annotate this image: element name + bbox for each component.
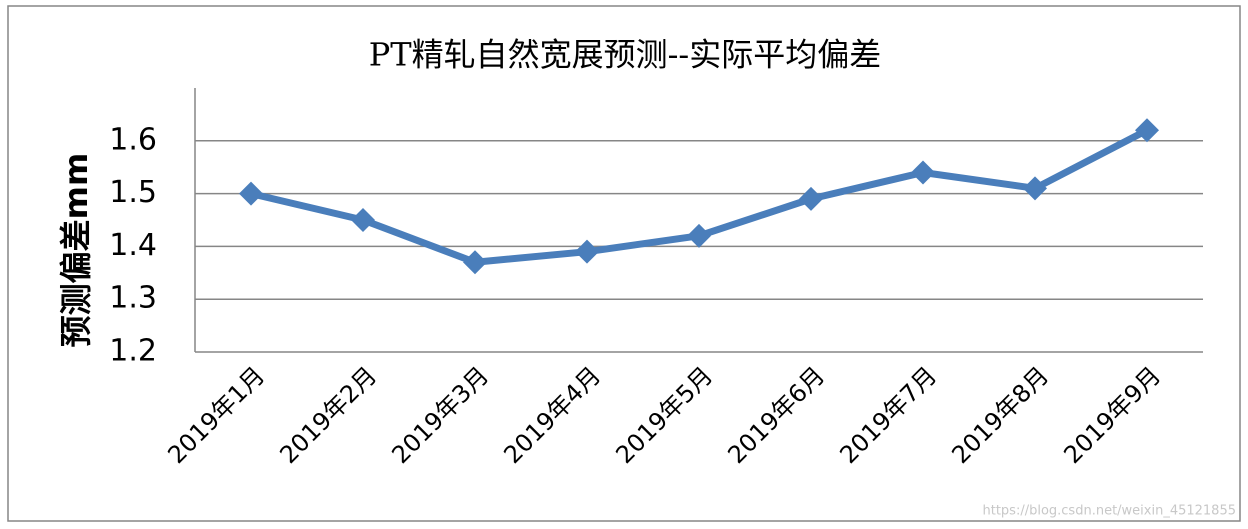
y-tick-label: 1.4 [109, 228, 157, 263]
data-point [1135, 118, 1159, 143]
data-point [463, 250, 487, 275]
y-tick-label: 1.3 [109, 281, 157, 316]
data-point [239, 181, 263, 206]
data-point [911, 160, 935, 185]
y-axis-label: 预测偏差mm [57, 153, 95, 348]
data-point [799, 186, 823, 211]
y-tick-label: 1.2 [109, 334, 157, 369]
watermark: https://blog.csdn.net/weixin_45121855 [982, 504, 1236, 519]
data-point [575, 239, 599, 264]
data-point [351, 208, 375, 232]
data-point [687, 223, 711, 248]
y-tick-label: 1.6 [109, 122, 157, 157]
data-point [1023, 176, 1047, 201]
chart-title: PT精轧自然宽展预测--实际平均偏差 [369, 36, 882, 74]
chart-frame [7, 5, 1241, 522]
y-tick-label: 1.5 [109, 175, 157, 210]
